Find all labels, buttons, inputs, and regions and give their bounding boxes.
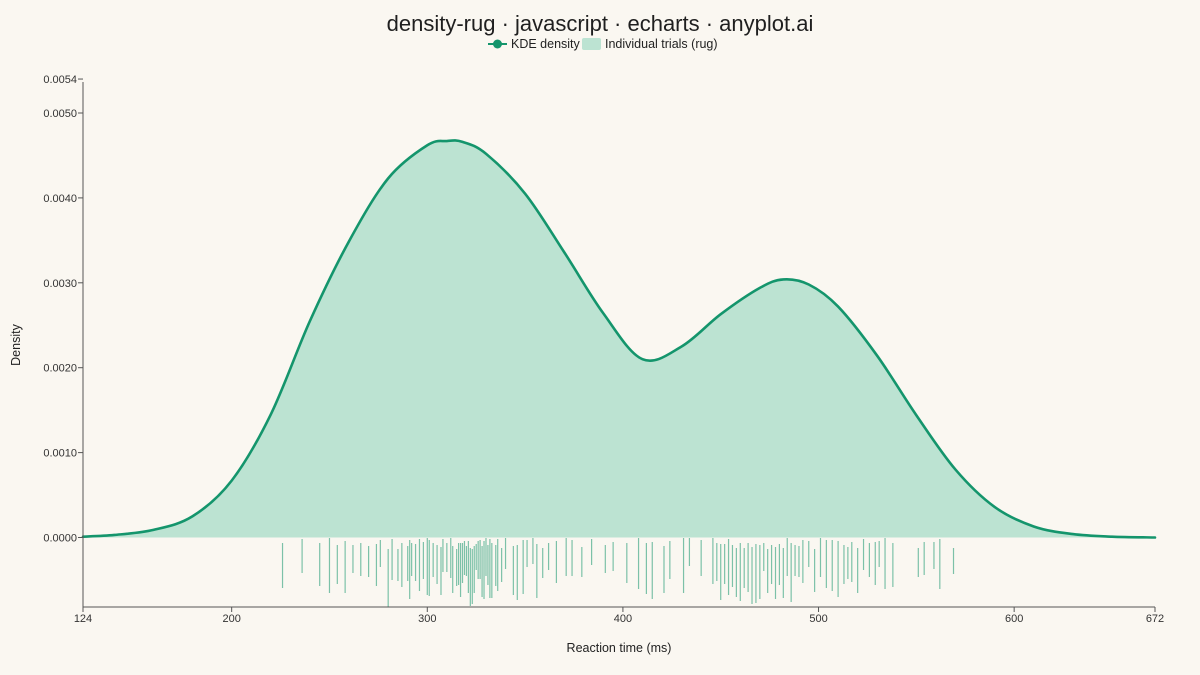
kde-density-line[interactable]: [81, 139, 1157, 539]
x-tick-label: 672: [1146, 613, 1164, 625]
rug-marks: [281, 538, 955, 607]
y-tick-label: 0.0030: [43, 278, 77, 290]
x-tick-label: 124: [74, 613, 92, 625]
x-axis-title: Reaction time (ms): [567, 641, 672, 655]
legend-rug-label: Individual trials (rug): [605, 37, 718, 51]
x-tick-label: 500: [809, 613, 827, 625]
legend-item-rug[interactable]: Individual trials (rug): [582, 37, 718, 51]
x-tick-label: 400: [614, 613, 632, 625]
y-tick-label: 0.0000: [43, 533, 77, 545]
y-axis-title: Density: [9, 323, 23, 365]
x-tick-label: 200: [222, 613, 240, 625]
chart-title: density-rug · javascript · echarts · any…: [387, 11, 814, 36]
x-tick-label: 600: [1005, 613, 1023, 625]
legend-rug-swatch-icon: [582, 38, 601, 50]
legend-kde-label: KDE density: [511, 37, 581, 51]
y-tick-label: 0.0040: [43, 193, 77, 205]
y-tick-label: 0.0054: [43, 74, 77, 86]
y-tick-label: 0.0020: [43, 363, 77, 375]
y-tick-label: 0.0050: [43, 108, 77, 120]
y-tick-label: 0.0010: [43, 448, 77, 460]
legend[interactable]: KDE density Individual trials (rug): [488, 37, 718, 51]
legend-item-kde[interactable]: KDE density: [488, 37, 581, 51]
kde-area-fill: [83, 140, 1155, 538]
legend-kde-marker-icon: [493, 39, 502, 49]
plot-area: 124 200 300 400 500 600 672 0.0000 0.0010 0.0020 0…: [43, 74, 1164, 625]
x-tick-label: 300: [418, 613, 436, 625]
